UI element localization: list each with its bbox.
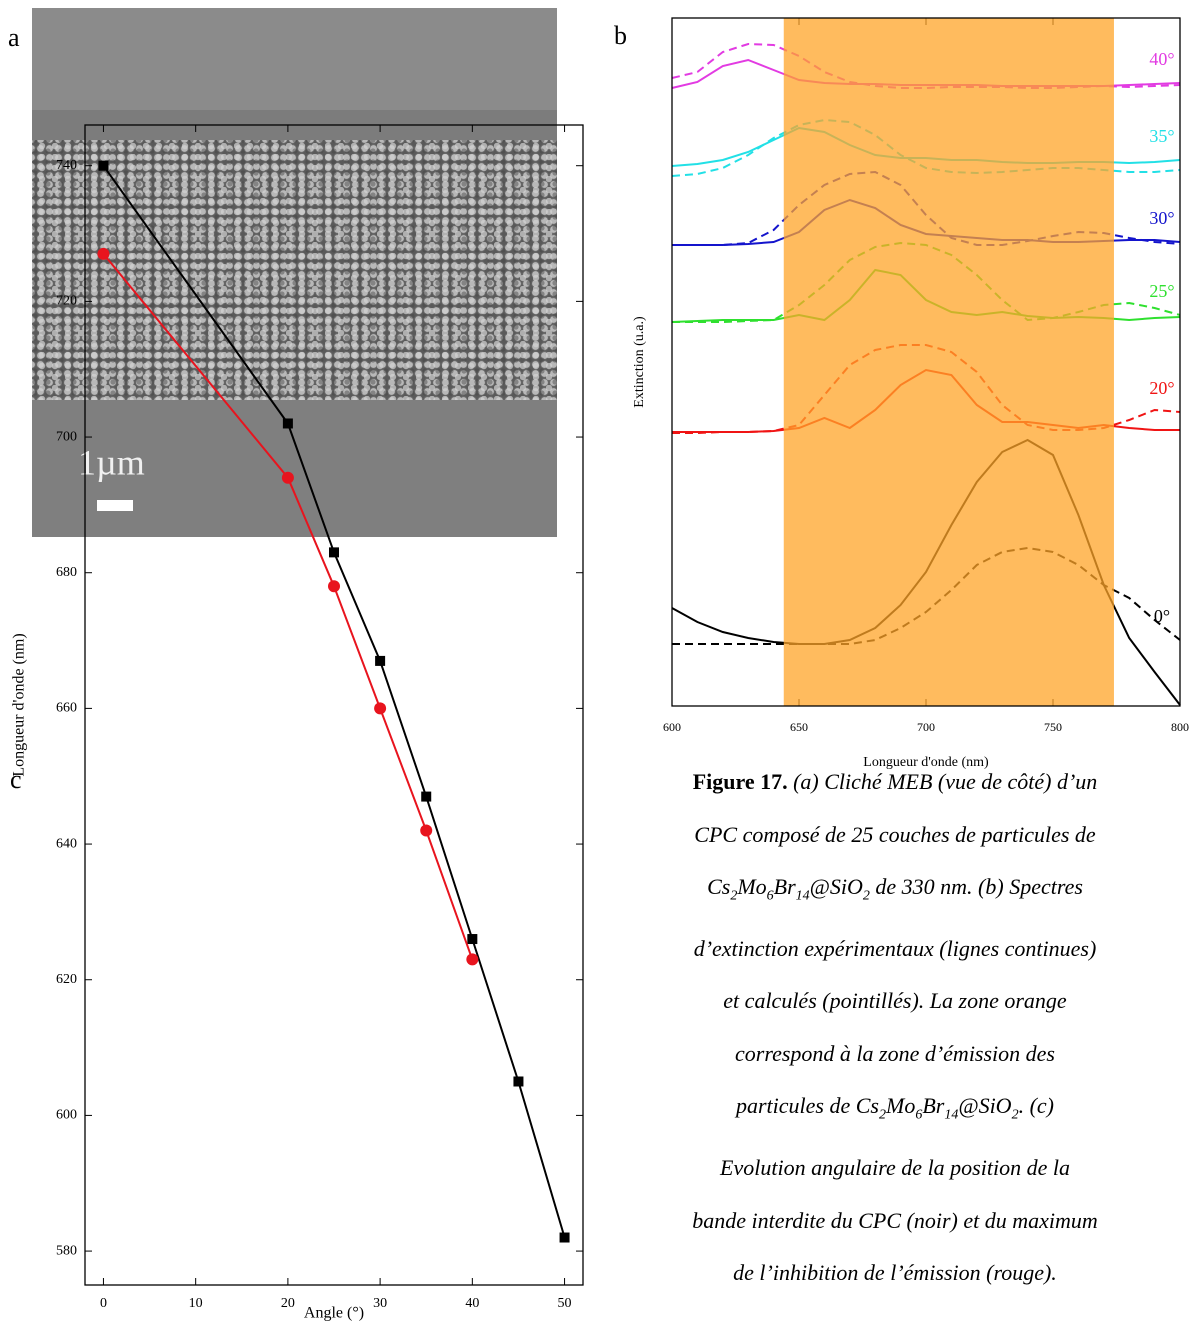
caption-text: Mo bbox=[737, 874, 767, 899]
caption-text: Cs bbox=[707, 874, 731, 899]
caption-text: Br bbox=[773, 874, 796, 899]
caption-text: bande interdite du CPC (noir) et du maxi… bbox=[692, 1207, 1098, 1233]
caption-text: 6 bbox=[766, 888, 774, 904]
y-axis-label: Extinction (u.a.) bbox=[632, 316, 647, 408]
caption-text: correspond à la zone d’émission des bbox=[735, 1040, 1055, 1066]
x-tick-label: 50 bbox=[558, 1296, 572, 1311]
marker bbox=[513, 1076, 524, 1087]
caption-text: 2 bbox=[879, 1107, 886, 1123]
y-tick-label: 740 bbox=[56, 158, 77, 173]
caption-text: CPC composé de 25 couches de particules … bbox=[694, 821, 1096, 847]
marker bbox=[421, 791, 432, 802]
x-tick-label: 650 bbox=[790, 720, 808, 734]
x-axis-label: Longueur d'onde (nm) bbox=[863, 755, 989, 770]
marker bbox=[375, 655, 386, 666]
caption-text: d’extinction expérimentaux (lignes conti… bbox=[693, 935, 1097, 961]
caption-text: et calculés (pointillés). La zone orange bbox=[723, 988, 1067, 1014]
x-tick-label: 600 bbox=[663, 720, 681, 734]
caption-line: Cs2Mo6Br14@SiO2 de 330 nm. (b) Spectres bbox=[590, 861, 1200, 923]
series-label: 25° bbox=[1149, 281, 1174, 301]
calculated-line bbox=[671, 42, 1181, 89]
x-tick-label: 800 bbox=[1171, 720, 1189, 734]
caption-text: 2 bbox=[1011, 1107, 1019, 1123]
panel-label: c bbox=[10, 765, 22, 794]
marker bbox=[281, 471, 294, 484]
x-tick-label: 40 bbox=[465, 1296, 479, 1311]
y-tick-label: 600 bbox=[56, 1108, 77, 1123]
series-label: 40° bbox=[1149, 49, 1174, 69]
caption-line: d’extinction expérimentaux (lignes conti… bbox=[590, 923, 1200, 976]
marker bbox=[467, 934, 478, 945]
plot-frame bbox=[671, 17, 1181, 707]
x-tick-label: 10 bbox=[189, 1296, 203, 1311]
y-tick-label: 640 bbox=[56, 836, 77, 851]
caption-line: Figure 17. (a) Cliché MEB (vue de côté) … bbox=[590, 756, 1200, 809]
marker bbox=[559, 1232, 570, 1243]
x-tick-label: 750 bbox=[1044, 720, 1062, 734]
emission-band bbox=[783, 18, 1114, 706]
y-tick-label: 620 bbox=[56, 972, 77, 987]
caption-text: Figure 17. bbox=[692, 769, 788, 794]
caption-text: Mo bbox=[886, 1093, 916, 1119]
caption-line: CPC composé de 25 couches de particules … bbox=[590, 809, 1200, 862]
marker bbox=[374, 702, 387, 715]
y-tick-label: 700 bbox=[56, 429, 77, 444]
panel-label: a bbox=[8, 23, 20, 52]
series-label: 0° bbox=[1154, 606, 1170, 626]
caption-text: @SiO bbox=[958, 1093, 1012, 1119]
series-label: 20° bbox=[1149, 378, 1174, 398]
series-line bbox=[102, 253, 474, 960]
caption-line: correspond à la zone d’émission des bbox=[590, 1028, 1200, 1081]
y-tick-label: 660 bbox=[56, 701, 77, 716]
caption-line: bande interdite du CPC (noir) et du maxi… bbox=[590, 1195, 1200, 1248]
caption-text: Br bbox=[922, 1093, 945, 1119]
marker bbox=[98, 160, 109, 171]
marker bbox=[466, 953, 479, 966]
y-axis-label: Longueur d'onde (nm) bbox=[11, 633, 28, 776]
caption-line: Evolution angulaire de la position de la bbox=[590, 1142, 1200, 1195]
caption-text: particules de Cs bbox=[736, 1093, 879, 1119]
caption-text: 6 bbox=[915, 1107, 923, 1123]
sem-image bbox=[32, 8, 557, 537]
y-tick-label: 680 bbox=[56, 565, 77, 580]
caption-text: 2 bbox=[730, 888, 738, 904]
plot-frame bbox=[84, 124, 584, 1286]
caption-text: 14 bbox=[795, 888, 810, 904]
caption-text: @SiO bbox=[809, 874, 863, 899]
caption-text: (a) Cliché MEB (vue de côté) d’un bbox=[787, 769, 1098, 794]
scale-bar-label: 1µm bbox=[78, 442, 145, 482]
scale-bar bbox=[97, 500, 133, 511]
panel-label: b bbox=[614, 21, 627, 50]
marker bbox=[328, 580, 340, 593]
caption-line: particules de Cs2Mo6Br14@SiO2. (c) bbox=[590, 1080, 1200, 1142]
caption-text: 14 bbox=[944, 1107, 959, 1123]
marker bbox=[329, 547, 339, 558]
x-tick-label: 30 bbox=[373, 1296, 387, 1311]
caption: Figure 17. (a) Cliché MEB (vue de côté) … bbox=[590, 756, 1200, 1326]
y-tick-label: 580 bbox=[56, 1243, 77, 1258]
marker bbox=[282, 418, 293, 429]
caption-text: de l’inhibition de l’émission (rouge). bbox=[733, 1260, 1057, 1286]
series-label: 35° bbox=[1149, 126, 1174, 146]
marker bbox=[97, 247, 110, 260]
caption-text: 2 bbox=[862, 888, 870, 904]
caption-text: Evolution angulaire de la position de la bbox=[720, 1155, 1070, 1181]
caption-line: et calculés (pointillés). La zone orange bbox=[590, 975, 1200, 1028]
x-tick-label: 0 bbox=[100, 1296, 107, 1311]
series-line bbox=[102, 165, 566, 1238]
series-label: 30° bbox=[1149, 208, 1174, 228]
x-axis-label: Angle (°) bbox=[304, 1305, 364, 1322]
caption-text: de 330 nm. (b) Spectres bbox=[869, 874, 1083, 899]
marker bbox=[420, 824, 433, 837]
x-tick-label: 700 bbox=[917, 720, 935, 734]
x-tick-label: 20 bbox=[281, 1296, 295, 1311]
caption-text: . (c) bbox=[1018, 1093, 1054, 1119]
y-tick-label: 720 bbox=[56, 294, 77, 309]
caption-line: de l’inhibition de l’émission (rouge). bbox=[590, 1247, 1200, 1300]
